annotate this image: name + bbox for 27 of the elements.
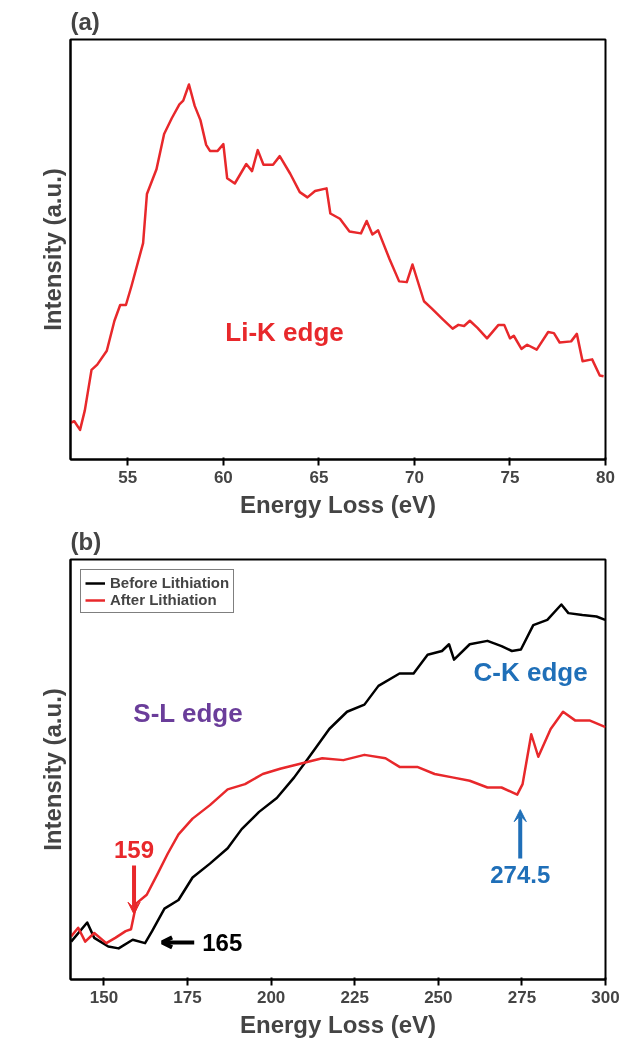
annotation: 165 (202, 928, 243, 956)
x-tick-label: 275 (507, 987, 537, 1007)
x-tick-label: 175 (173, 987, 202, 1007)
chart-title: (b) (70, 527, 102, 555)
x-axis-title: Energy Loss (eV) (239, 1010, 437, 1038)
annotation: C-K edge (473, 657, 588, 687)
y-axis-title: Intensity (a.u.) (38, 688, 66, 851)
x-tick-label: 60 (213, 467, 233, 487)
y-axis-title: Intensity (a.u.) (38, 168, 66, 331)
x-tick-label: 225 (340, 987, 369, 1007)
x-tick-label: 55 (118, 467, 138, 487)
x-tick-label: 65 (309, 467, 329, 487)
legend-label: Before Lithiation (110, 574, 230, 591)
x-tick-label: 75 (500, 467, 520, 487)
annotation: S-L edge (133, 698, 243, 729)
annotation: Li-K edge (225, 317, 344, 347)
x-tick-label: 70 (404, 467, 424, 487)
x-tick-label: 250 (424, 987, 453, 1007)
annotation: 159 (114, 836, 155, 863)
x-axis-title: Energy Loss (eV) (239, 490, 437, 518)
x-tick-label: 80 (596, 467, 615, 487)
chart-title: (a) (70, 7, 100, 35)
x-tick-label: 300 (591, 987, 620, 1007)
x-tick-label: 200 (256, 987, 286, 1007)
legend-label: After Lithiation (110, 591, 217, 608)
annotation: 274.5 (490, 860, 551, 888)
x-tick-label: 150 (89, 987, 119, 1007)
